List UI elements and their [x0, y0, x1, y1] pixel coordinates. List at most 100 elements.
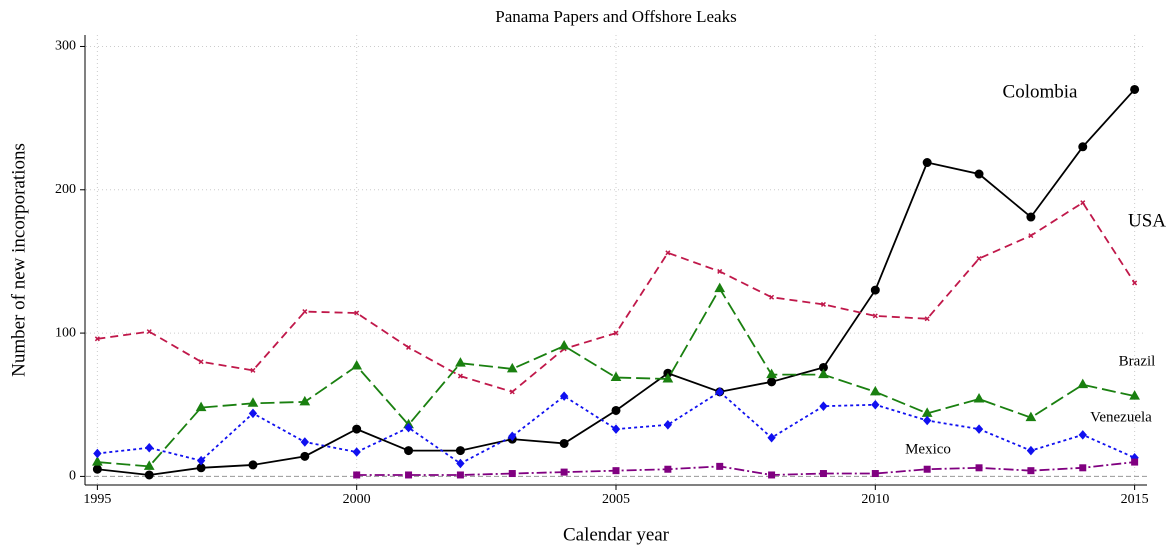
point	[352, 424, 362, 434]
point	[611, 405, 621, 415]
point	[94, 336, 100, 342]
point	[924, 316, 930, 322]
point	[1132, 280, 1138, 286]
point	[93, 448, 102, 459]
point	[353, 471, 361, 479]
point	[769, 294, 775, 300]
point	[508, 470, 516, 478]
point	[559, 438, 569, 448]
point	[923, 465, 931, 473]
point	[1130, 84, 1140, 94]
point	[92, 464, 102, 474]
point	[558, 339, 570, 350]
point	[508, 431, 517, 442]
point	[354, 310, 360, 316]
point	[768, 471, 776, 479]
point	[870, 285, 880, 295]
x-tick-label: 2000	[343, 492, 371, 507]
series-label: Venezuela	[1090, 409, 1152, 425]
point	[974, 169, 984, 179]
point	[871, 399, 880, 410]
point	[665, 250, 671, 256]
point	[662, 372, 674, 383]
point	[973, 392, 985, 403]
point	[405, 471, 413, 479]
point	[300, 451, 310, 461]
y-tick-label: 100	[55, 325, 76, 340]
x-tick-label: 2005	[602, 492, 630, 507]
y-axis-title: Number of new incorporations	[8, 143, 29, 377]
point	[143, 460, 155, 470]
point	[663, 420, 673, 430]
point	[351, 360, 363, 370]
point	[195, 401, 207, 412]
series-label: Colombia	[1003, 81, 1079, 102]
point	[92, 456, 103, 466]
point	[404, 422, 413, 433]
point	[974, 424, 984, 434]
point	[1027, 467, 1035, 475]
y-tick-label: 300	[55, 39, 76, 54]
series-line	[97, 390, 1135, 465]
x-tick-label: 2015	[1121, 492, 1149, 507]
point	[509, 389, 515, 395]
point	[250, 367, 256, 373]
point	[196, 455, 206, 466]
point	[1077, 378, 1089, 389]
point	[612, 467, 620, 475]
point	[664, 465, 672, 473]
y-tick-label: 0	[69, 469, 76, 484]
point	[302, 309, 308, 315]
point	[145, 442, 154, 453]
series-label: Mexico	[905, 441, 951, 457]
point	[975, 464, 983, 472]
point	[455, 357, 466, 367]
point	[248, 460, 258, 470]
point	[610, 371, 622, 382]
chart-title: Panama Papers and Offshore Leaks	[495, 7, 736, 26]
point	[1028, 233, 1034, 239]
point	[767, 377, 777, 387]
series-line	[97, 286, 1135, 468]
point	[818, 368, 829, 379]
point	[1131, 458, 1139, 466]
point	[352, 447, 361, 457]
y-tick-label: 200	[55, 182, 76, 197]
series-label: USA	[1128, 210, 1166, 231]
point	[1078, 142, 1088, 152]
point	[611, 424, 621, 434]
point	[923, 415, 932, 426]
point	[715, 387, 724, 397]
point	[922, 158, 932, 168]
point	[820, 301, 826, 307]
point	[1129, 390, 1140, 400]
point	[456, 471, 464, 479]
point	[871, 470, 879, 478]
point	[869, 385, 881, 396]
point	[1026, 445, 1036, 456]
point	[457, 373, 463, 379]
point	[146, 329, 152, 335]
point	[1026, 212, 1036, 222]
point	[1079, 464, 1087, 472]
point	[716, 462, 724, 470]
point	[404, 446, 414, 456]
point	[613, 330, 619, 336]
x-axis-title: Calendar year	[563, 524, 670, 545]
x-tick-label: 1995	[83, 492, 111, 507]
point	[714, 282, 726, 293]
point	[976, 256, 982, 262]
point	[819, 470, 827, 478]
point	[248, 408, 258, 419]
point	[198, 359, 204, 365]
point	[455, 446, 465, 456]
point	[560, 468, 568, 476]
point	[247, 397, 259, 407]
point	[717, 268, 723, 274]
point	[144, 470, 154, 480]
point	[559, 391, 569, 401]
point	[300, 437, 309, 447]
x-tick-label: 2010	[861, 492, 889, 507]
series-line	[356, 461, 1135, 476]
